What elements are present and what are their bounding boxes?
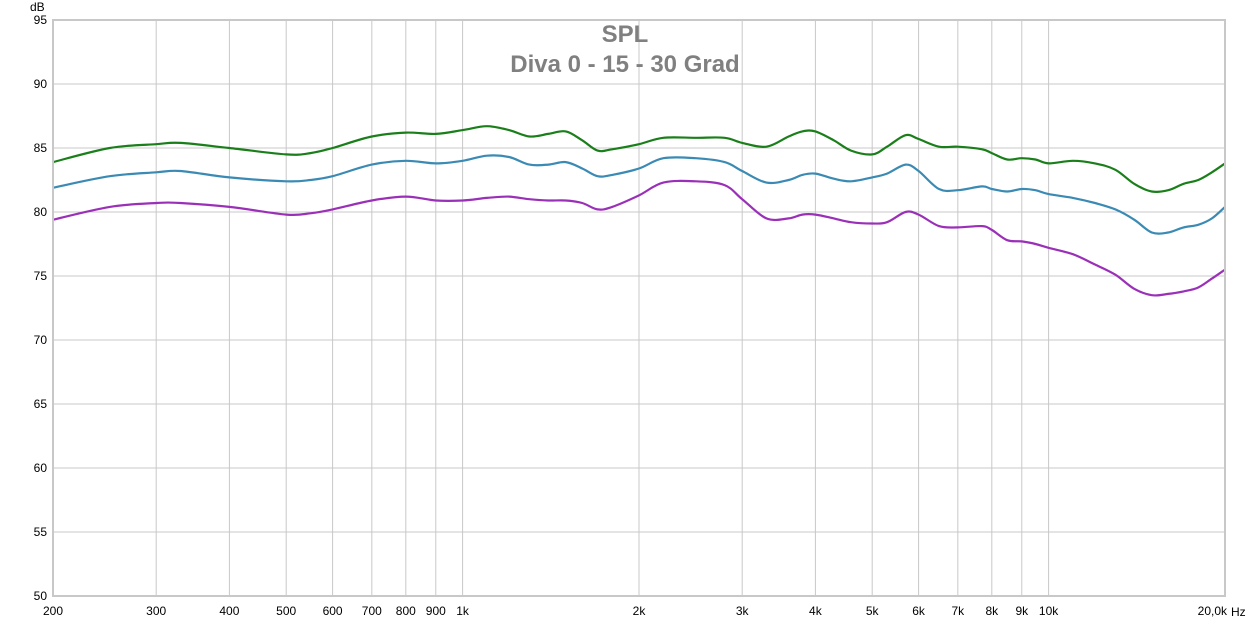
x-axis: 200 300 400 500 600 700 800 900 1k 2k 3k 4k 5k 6k 7k 8k… (43, 604, 1228, 618)
x-tick-label: 700 (362, 604, 382, 618)
y-tick-label: 75 (34, 269, 48, 283)
x-tick-label: 300 (146, 604, 166, 618)
x-tick-label: 800 (396, 604, 416, 618)
series-line-2 (52, 154, 1226, 235)
x-tick-label: 4k (809, 604, 823, 618)
x-tick-label: 1k (456, 604, 470, 618)
y-tick-label: 55 (34, 525, 48, 539)
y-tick-label: 60 (34, 461, 48, 475)
y-tick-label: 65 (34, 397, 48, 411)
x-tick-label: 500 (276, 604, 296, 618)
x-tick-label: 8k (985, 604, 999, 618)
series-line-1 (52, 125, 1226, 194)
x-tick-label: 900 (426, 604, 446, 618)
x-axis-unit: Hz (1231, 605, 1246, 619)
x-tick-label: 20,0k (1198, 604, 1228, 618)
y-tick-label: 85 (34, 141, 48, 155)
series-layer (52, 125, 1226, 297)
series-line-3 (52, 179, 1226, 297)
grid (53, 20, 1225, 596)
plot-frame (52, 19, 1226, 597)
y-tick-label: 70 (34, 333, 48, 347)
x-tick-label: 3k (736, 604, 750, 618)
x-tick-label: 200 (43, 604, 63, 618)
x-tick-label: 9k (1015, 604, 1029, 618)
y-tick-label: 90 (34, 77, 48, 91)
y-tick-label: 95 (34, 13, 48, 27)
y-axis-unit: dB (30, 0, 45, 14)
chart-subtitle: Diva 0 - 15 - 30 Grad (510, 51, 739, 78)
x-tick-label: 10k (1039, 604, 1059, 618)
y-axis: 50 55 60 65 70 75 80 85 90 95 (34, 13, 48, 603)
x-tick-label: 600 (323, 604, 343, 618)
chart-title: SPL (602, 21, 649, 48)
x-tick-label: 400 (219, 604, 239, 618)
x-tick-label: 6k (912, 604, 926, 618)
x-tick-label: 2k (633, 604, 647, 618)
y-tick-label: 50 (34, 589, 48, 603)
x-tick-label: 7k (951, 604, 965, 618)
y-tick-label: 80 (34, 205, 48, 219)
x-tick-label: 5k (866, 604, 880, 618)
